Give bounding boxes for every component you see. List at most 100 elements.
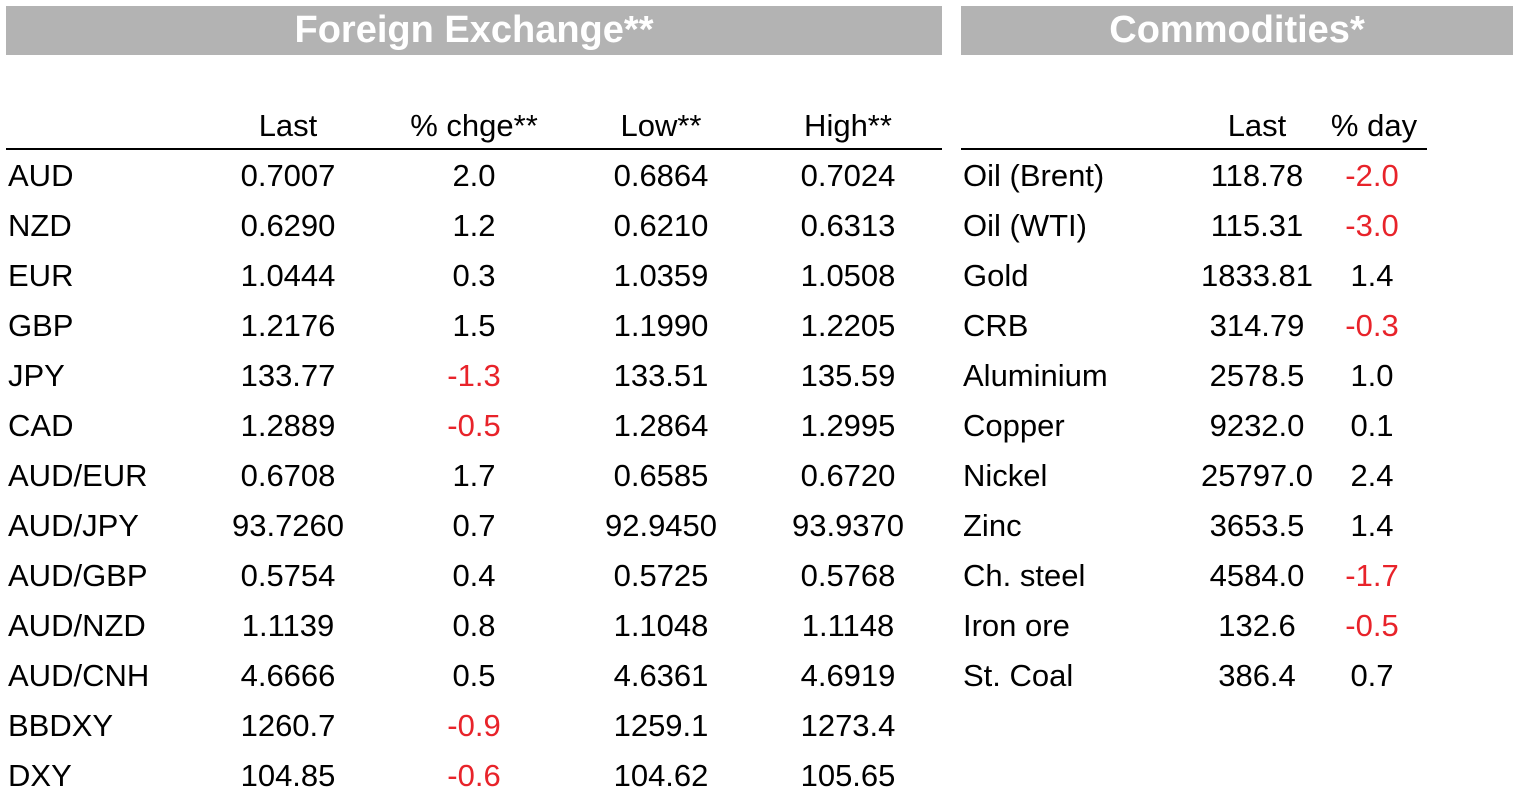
fx-currency-name: EUR bbox=[8, 258, 74, 293]
fx-header-last: Last bbox=[258, 108, 318, 143]
commodity-row: Copper 9232.0 0.1 bbox=[961, 400, 1427, 450]
fx-change-value: 0.4 bbox=[452, 558, 496, 593]
fx-low-value: 104.62 bbox=[613, 758, 709, 793]
fx-low-value: 1.1048 bbox=[613, 608, 709, 643]
commodity-last-value: 1833.81 bbox=[1200, 258, 1314, 293]
commodities-header-row: Last % day bbox=[961, 104, 1427, 150]
fx-change-value: 2.0 bbox=[452, 158, 496, 193]
fx-change-value: -1.3 bbox=[447, 358, 501, 393]
fx-low-value: 0.6210 bbox=[613, 208, 709, 243]
fx-last-value: 133.77 bbox=[240, 358, 336, 393]
commodity-day-change: 2.4 bbox=[1350, 458, 1394, 493]
fx-currency-name: AUD/GBP bbox=[8, 558, 148, 593]
fx-high-value: 105.65 bbox=[800, 758, 896, 793]
fx-last-value: 0.7007 bbox=[240, 158, 336, 193]
fx-last-value: 0.6290 bbox=[240, 208, 336, 243]
commodity-name: St. Coal bbox=[963, 658, 1074, 693]
fx-low-value: 0.6864 bbox=[613, 158, 709, 193]
fx-high-value: 1273.4 bbox=[800, 708, 896, 743]
fx-low-value: 0.6585 bbox=[613, 458, 709, 493]
fx-header-high: High** bbox=[804, 108, 892, 143]
commodity-name: Zinc bbox=[963, 508, 1022, 543]
fx-currency-name: AUD/NZD bbox=[8, 608, 146, 643]
commodity-last-value: 25797.0 bbox=[1200, 458, 1314, 493]
fx-row: AUD/EUR 0.6708 1.7 0.6585 0.6720 bbox=[6, 450, 942, 500]
fx-row: AUD/GBP 0.5754 0.4 0.5725 0.5768 bbox=[6, 550, 942, 600]
commodity-row: Oil (Brent) 118.78 -2.0 bbox=[961, 150, 1427, 200]
fx-row: AUD/CNH 4.6666 0.5 4.6361 4.6919 bbox=[6, 650, 942, 700]
commodity-row: Iron ore 132.6 -0.5 bbox=[961, 600, 1427, 650]
commodity-last-value: 115.31 bbox=[1210, 208, 1304, 243]
fx-currency-name: JPY bbox=[8, 358, 65, 393]
fx-header-low: Low** bbox=[620, 108, 702, 143]
commodities-section-title: Commodities* bbox=[961, 6, 1513, 55]
commodity-name: Copper bbox=[963, 408, 1065, 443]
fx-last-value: 1.2176 bbox=[240, 308, 336, 343]
commodity-row: St. Coal 386.4 0.7 bbox=[961, 650, 1427, 700]
commodity-day-change: 0.1 bbox=[1350, 408, 1394, 443]
commodity-row: Ch. steel 4584.0 -1.7 bbox=[961, 550, 1427, 600]
commodity-day-change: 1.0 bbox=[1350, 358, 1394, 393]
commodities-header-last: Last bbox=[1227, 108, 1287, 143]
fx-last-value: 1.0444 bbox=[240, 258, 336, 293]
commodity-last-value: 3653.5 bbox=[1209, 508, 1305, 543]
commodity-name: Gold bbox=[963, 258, 1029, 293]
fx-change-value: -0.9 bbox=[447, 708, 501, 743]
commodities-table-body: Oil (Brent) 118.78 -2.0 Oil (WTI) 115.31 -3.0… bbox=[961, 150, 1427, 700]
commodity-name: Nickel bbox=[963, 458, 1048, 493]
commodity-row: Gold 1833.81 1.4 bbox=[961, 250, 1427, 300]
fx-row: DXY 104.85 -0.6 104.62 105.65 bbox=[6, 750, 942, 800]
fx-currency-name: AUD/CNH bbox=[8, 658, 150, 693]
fx-low-value: 1.0359 bbox=[613, 258, 709, 293]
commodity-name: Oil (Brent) bbox=[963, 158, 1105, 193]
commodity-day-change: -1.7 bbox=[1345, 558, 1399, 593]
commodity-day-change: -0.5 bbox=[1345, 608, 1399, 643]
fx-low-value: 0.5725 bbox=[613, 558, 709, 593]
fx-high-value: 4.6919 bbox=[800, 658, 896, 693]
fx-change-value: 0.8 bbox=[452, 608, 496, 643]
fx-last-value: 93.7260 bbox=[231, 508, 345, 543]
fx-last-value: 4.6666 bbox=[240, 658, 336, 693]
commodity-row: Zinc 3653.5 1.4 bbox=[961, 500, 1427, 550]
commodities-table: Last % day Oil (Brent) 118.78 -2.0 Oil (WTI… bbox=[961, 104, 1427, 700]
fx-last-value: 1.1139 bbox=[241, 608, 335, 643]
commodity-name: Iron ore bbox=[963, 608, 1070, 643]
fx-row: JPY 133.77 -1.3 133.51 135.59 bbox=[6, 350, 942, 400]
commodity-last-value: 4584.0 bbox=[1209, 558, 1305, 593]
fx-change-value: 0.5 bbox=[452, 658, 496, 693]
fx-row: GBP 1.2176 1.5 1.1990 1.2205 bbox=[6, 300, 942, 350]
fx-change-value: 1.5 bbox=[452, 308, 496, 343]
fx-currency-name: BBDXY bbox=[8, 708, 114, 743]
commodity-row: Nickel 25797.0 2.4 bbox=[961, 450, 1427, 500]
fx-low-value: 4.6361 bbox=[613, 658, 709, 693]
commodity-day-change: 1.4 bbox=[1350, 258, 1394, 293]
commodity-last-value: 314.79 bbox=[1209, 308, 1305, 343]
commodity-name: Oil (WTI) bbox=[963, 208, 1087, 243]
fx-high-value: 1.2205 bbox=[800, 308, 896, 343]
fx-low-value: 92.9450 bbox=[604, 508, 718, 543]
fx-row: AUD/JPY 93.7260 0.7 92.9450 93.9370 bbox=[6, 500, 942, 550]
fx-currency-name: AUD/EUR bbox=[8, 458, 148, 493]
fx-high-value: 1.2995 bbox=[800, 408, 896, 443]
commodity-last-value: 386.4 bbox=[1218, 658, 1296, 693]
commodity-row: Aluminium 2578.5 1.0 bbox=[961, 350, 1427, 400]
fx-change-value: 0.3 bbox=[452, 258, 496, 293]
fx-high-value: 93.9370 bbox=[791, 508, 905, 543]
commodity-day-change: 0.7 bbox=[1350, 658, 1394, 693]
fx-header-row: Last % chge** Low** High** bbox=[6, 104, 942, 150]
fx-currency-name: AUD/JPY bbox=[8, 508, 139, 543]
fx-change-value: -0.6 bbox=[447, 758, 501, 793]
fx-low-value: 1.1990 bbox=[613, 308, 709, 343]
commodity-last-value: 2578.5 bbox=[1209, 358, 1305, 393]
fx-low-value: 1.2864 bbox=[613, 408, 709, 443]
fx-row: AUD 0.7007 2.0 0.6864 0.7024 bbox=[6, 150, 942, 200]
fx-change-value: 1.7 bbox=[452, 458, 496, 493]
commodity-name: Ch. steel bbox=[963, 558, 1086, 593]
fx-header-chge: % chge** bbox=[410, 108, 538, 143]
fx-last-value: 0.5754 bbox=[240, 558, 336, 593]
commodities-header-day: % day bbox=[1330, 108, 1418, 143]
fx-high-value: 1.0508 bbox=[800, 258, 896, 293]
commodity-last-value: 132.6 bbox=[1218, 608, 1296, 643]
fx-currency-name: NZD bbox=[8, 208, 72, 243]
fx-row: AUD/NZD 1.1139 0.8 1.1048 1.1148 bbox=[6, 600, 942, 650]
